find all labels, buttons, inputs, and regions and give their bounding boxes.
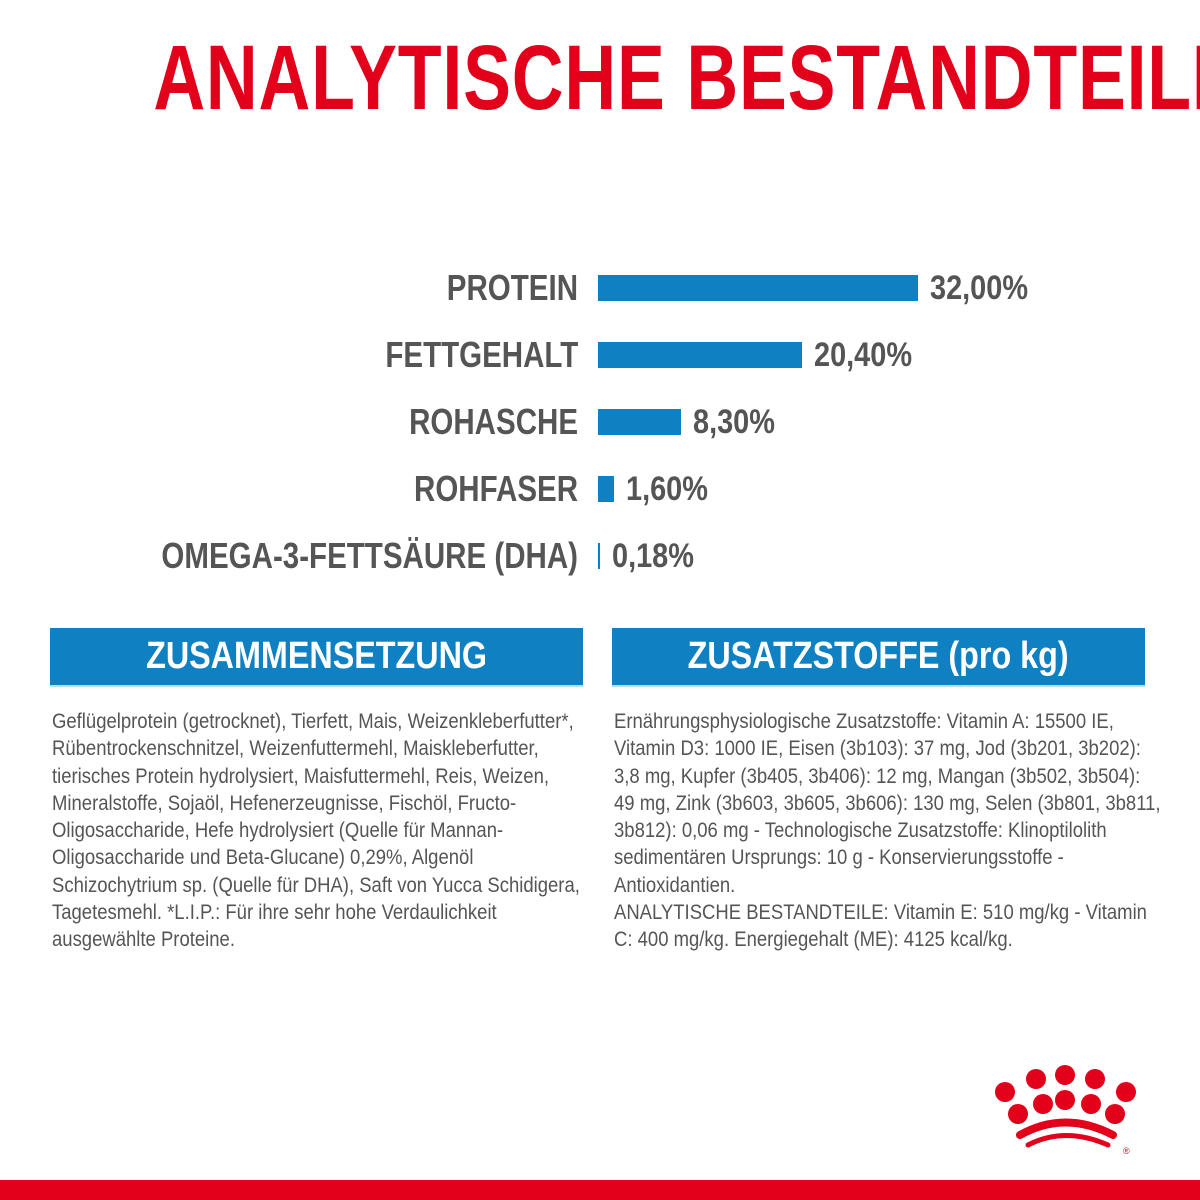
page-title: ANALYTISCHE BESTANDTEILE: [0, 28, 1200, 128]
category-label: PROTEIN: [446, 267, 578, 308]
additives-heading: ZUSATZSTOFFE (pro kg): [687, 635, 1069, 677]
value-label: 20,40%: [814, 336, 913, 374]
composition-heading: ZUSAMMENSETZUNG: [146, 635, 487, 677]
chart-row: FETTGEHALT 20,40%: [0, 335, 1200, 375]
additives-header: ZUSATZSTOFFE (pro kg): [612, 628, 1145, 687]
additives-text-analytic: ANALYTISCHE BESTANDTEILE: Vitamin E: 510…: [614, 900, 1147, 952]
footer-red-bar: [0, 1180, 1200, 1200]
category-label: OMEGA-3-FETTSÄURE (DHA): [161, 535, 578, 576]
additives-text: Ernährungsphysiologische Zusatzstoffe: V…: [614, 708, 1164, 954]
composition-header: ZUSAMMENSETZUNG: [50, 628, 583, 687]
additives-text-main: Ernährungsphysiologische Zusatzstoffe: V…: [614, 709, 1161, 897]
page-title-text: ANALYTISCHE BESTANDTEILE: [153, 27, 1200, 129]
bar: [598, 476, 614, 502]
chart-row: OMEGA-3-FETTSÄURE (DHA) 0,18%: [0, 536, 1200, 576]
composition-text: Geflügelprotein (getrocknet), Tierfett, …: [52, 709, 580, 952]
value-label: 32,00%: [930, 269, 1029, 307]
chart-row: PROTEIN 32,00%: [0, 268, 1200, 308]
bar: [598, 543, 600, 569]
category-label: ROHASCHE: [409, 401, 578, 442]
value-label: 8,30%: [693, 403, 775, 441]
bar: [598, 409, 681, 435]
category-label: FETTGEHALT: [385, 334, 578, 375]
bar: [598, 275, 918, 301]
chart-row: ROHFASER 1,60%: [0, 469, 1200, 509]
registered-mark: ®: [1123, 1146, 1130, 1156]
bar: [598, 342, 802, 368]
category-label: ROHFASER: [413, 468, 578, 509]
value-label: 0,18%: [612, 537, 694, 575]
crown-logo-icon: ®: [995, 1065, 1136, 1156]
chart-row: ROHASCHE 8,30%: [0, 402, 1200, 442]
value-label: 1,60%: [626, 470, 708, 508]
